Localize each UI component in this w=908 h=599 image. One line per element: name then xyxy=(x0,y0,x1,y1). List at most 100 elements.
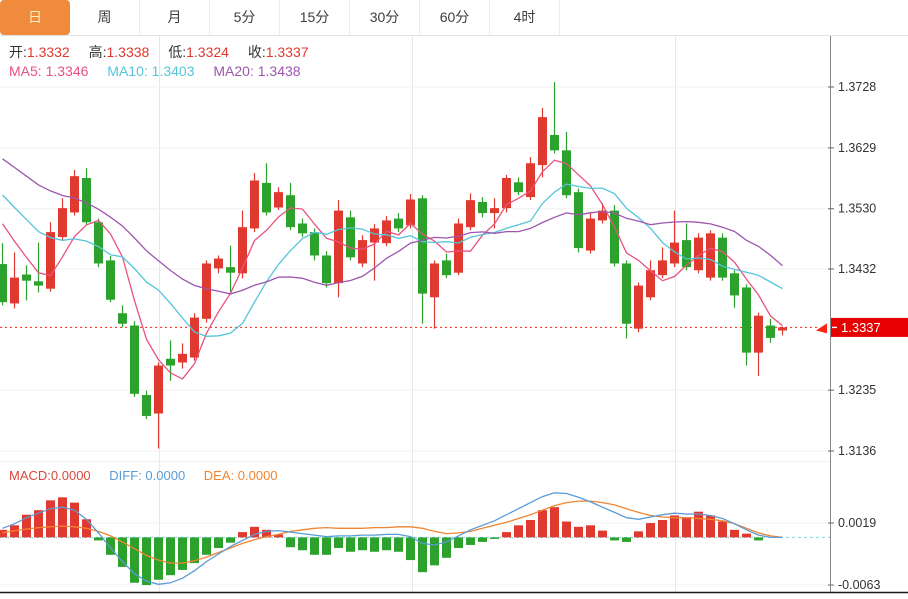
macd-bar xyxy=(466,537,475,545)
candle-body xyxy=(370,228,379,243)
dea-line xyxy=(2,500,783,564)
tab-month[interactable]: 月 xyxy=(140,0,210,35)
ma20-line xyxy=(2,158,783,295)
macd-bar xyxy=(70,502,79,538)
tab-60min[interactable]: 60分 xyxy=(420,0,490,35)
candle-body xyxy=(550,134,559,151)
last-price-badge-value: 1.3337 xyxy=(841,320,881,335)
candle-body xyxy=(202,263,211,319)
low-value: 1.3324 xyxy=(186,44,229,60)
macd-bar xyxy=(502,532,511,538)
macd-bar xyxy=(310,537,319,555)
macd-readout: MACD:0.0000 DIFF: 0.0000 DEA: 0.0000 xyxy=(9,468,293,483)
last-price-badge: 1.3337 xyxy=(831,317,908,337)
candle-body xyxy=(514,182,523,193)
candle-body xyxy=(634,285,643,329)
candle-body xyxy=(670,242,679,264)
tab-15min[interactable]: 15分 xyxy=(280,0,350,35)
macd-bar xyxy=(682,516,691,538)
macd-bar xyxy=(646,523,655,538)
macd-bars-layer xyxy=(0,497,763,586)
candle-body xyxy=(442,260,451,276)
macd-bar xyxy=(286,537,295,548)
diff-label: DIFF: xyxy=(109,468,142,483)
macd-bar xyxy=(10,525,19,538)
candle-body xyxy=(274,192,283,208)
macd-bar xyxy=(526,520,535,538)
axis-tick-label: 0.0019 xyxy=(838,516,876,530)
ma-readout: MA5: 1.3346 MA10: 1.3403 MA20: 1.3438 xyxy=(9,63,316,79)
macd-bar xyxy=(274,534,283,538)
ma20-label: MA20: xyxy=(213,63,254,79)
dea-label: DEA: xyxy=(203,468,235,483)
tab-30min[interactable]: 30分 xyxy=(350,0,420,35)
candle-body xyxy=(94,222,103,264)
tab-week[interactable]: 周 xyxy=(70,0,140,35)
candles-layer xyxy=(0,82,787,449)
macd-bar xyxy=(394,537,403,552)
tab-4hour[interactable]: 4时 xyxy=(490,0,560,35)
candle-body xyxy=(478,201,487,214)
candle-body xyxy=(526,163,535,198)
candle-body xyxy=(706,233,715,278)
axis-tick-label: 1.3432 xyxy=(838,262,876,276)
candle-body xyxy=(730,273,739,296)
candle-body xyxy=(22,274,31,281)
open-value: 1.3332 xyxy=(26,44,70,60)
axis-tick-label: 1.3530 xyxy=(838,202,876,216)
candle-body xyxy=(586,218,595,251)
candle-body xyxy=(574,192,583,249)
macd-bar xyxy=(490,537,499,539)
candle-body xyxy=(298,223,307,234)
macd-bar xyxy=(58,497,67,538)
macd-bar xyxy=(334,537,343,548)
candle-body xyxy=(430,263,439,298)
macd-value: 0.0000 xyxy=(50,468,91,483)
macd-bar xyxy=(238,532,247,538)
tab-day[interactable]: 日 xyxy=(0,0,70,35)
diff-value: 0.0000 xyxy=(145,468,186,483)
macd-bar xyxy=(0,529,7,538)
macd-bar xyxy=(214,537,223,548)
macd-bar xyxy=(610,537,619,541)
macd-bar xyxy=(718,521,727,538)
close-value: 1.3337 xyxy=(265,44,309,60)
macd-bar xyxy=(478,537,487,542)
axis-tick-label: 1.3728 xyxy=(838,80,876,94)
open-label: 开: xyxy=(9,44,27,60)
dea-value: 0.0000 xyxy=(237,468,278,483)
ma5-label: MA5: xyxy=(9,63,42,79)
candle-body xyxy=(694,237,703,271)
candle-body xyxy=(58,208,67,238)
macd-bar xyxy=(298,537,307,551)
last-price-arrow xyxy=(816,323,827,334)
candle-body xyxy=(286,195,295,228)
candle-body xyxy=(454,223,463,273)
candle-body xyxy=(418,198,427,294)
macd-bar xyxy=(418,537,427,573)
macd-bar xyxy=(454,537,463,548)
macd-bar xyxy=(622,537,631,542)
candle-body xyxy=(226,267,235,273)
tab-5min[interactable]: 5分 xyxy=(210,0,280,35)
candle-body xyxy=(502,178,511,209)
diff-line xyxy=(2,492,783,585)
macd-bar xyxy=(406,537,415,561)
candle-body xyxy=(190,317,199,358)
macd-bar xyxy=(574,526,583,538)
candle-body xyxy=(778,327,787,331)
macd-bar xyxy=(346,537,355,552)
candle-body xyxy=(622,263,631,324)
axis-tick-label: 1.3235 xyxy=(838,383,876,397)
candle-body xyxy=(406,199,415,226)
low-label: 低: xyxy=(168,44,187,60)
candle-body xyxy=(34,281,43,286)
ma10-label: MA10: xyxy=(107,63,148,79)
candle-body xyxy=(118,313,127,324)
macd-bar xyxy=(514,525,523,538)
macd-bar xyxy=(706,515,715,538)
candle-body xyxy=(562,150,571,196)
macd-bar xyxy=(118,537,127,567)
macd-bar xyxy=(586,525,595,538)
